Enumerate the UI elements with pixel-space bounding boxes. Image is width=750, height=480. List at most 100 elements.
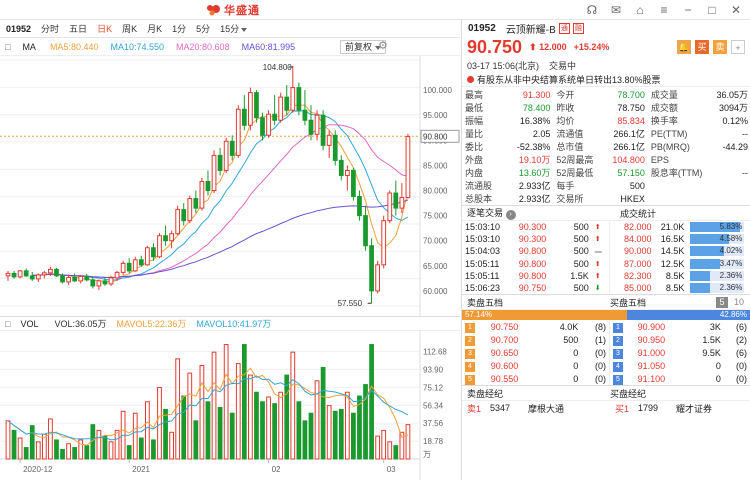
sell-level-row[interactable]: 4 90.600 0 (0) (462, 359, 610, 372)
volume-bar (132, 412, 138, 460)
candle-body (369, 245, 374, 292)
tab-5min[interactable]: 5分 (196, 24, 211, 34)
candle-body (151, 247, 156, 258)
sell-broker-id: 5347 (490, 403, 511, 414)
volume-bar (369, 344, 374, 460)
stat-bar: 4.02% (690, 246, 745, 257)
tab-weekly-k[interactable]: 周K (122, 24, 138, 34)
menu-icon[interactable]: ≡ (660, 3, 668, 17)
stat-row: 82.000 21.0K 5.83% (610, 221, 750, 233)
volume-bar (114, 429, 120, 460)
sell-level-row[interactable]: 3 90.650 0 (0) (462, 346, 610, 359)
quote-value: 91.300 (522, 89, 551, 100)
buy-button[interactable]: 买 (695, 40, 709, 54)
volume-bar (278, 391, 284, 460)
stat-volume: 8.5K (665, 270, 685, 281)
buy-level-badge: 3 (613, 348, 623, 359)
tab-timeshare[interactable]: 分时 (41, 24, 60, 34)
volume-chart[interactable]: 112.68 93.90 75.12 56.34 37.56 18.78 万 2020-12 2… (0, 331, 460, 480)
depth-10-toggle[interactable]: 10 (733, 297, 744, 308)
buy-broker-title: 买盘经纪 (610, 388, 647, 399)
quote-value: 78.400 (522, 102, 551, 113)
chart-settings-icon[interactable]: ⚙ (378, 40, 388, 52)
depth-5-toggle[interactable]: 5 (716, 297, 728, 309)
stat-bar-fill (690, 258, 721, 269)
tab-1min[interactable]: 1分 (172, 24, 187, 34)
tab-daily-k[interactable]: 日K (97, 24, 113, 34)
close-icon[interactable]: ✕ (730, 3, 742, 17)
quote-value: 36.05万 (716, 90, 748, 100)
buy-level-price: 91.050 (637, 360, 666, 371)
candle-body (163, 235, 168, 242)
tab-monthly-k[interactable]: 月K (147, 24, 163, 34)
stat-pct: 2.36% (719, 283, 743, 293)
sell-level-row[interactable]: 5 90.550 0 (0) (462, 372, 610, 385)
arrow-up-icon: ⬆ (594, 236, 601, 244)
shirt-icon[interactable]: ⌂ (636, 3, 644, 17)
volume-bar (11, 429, 17, 460)
vol-settings-icon[interactable]: □ (5, 318, 11, 329)
sell-level-row[interactable]: 2 90.700 500 (1) (462, 333, 610, 346)
minimize-icon[interactable]: − (684, 3, 692, 17)
adjust-select-label: 前复权 (345, 42, 373, 52)
quote-row: 振幅 16.38% 均价 85.834 换手率 0.12% (462, 114, 750, 127)
broker-header: 卖盘经纪 买盘经纪 (462, 385, 750, 402)
buy-broker-name[interactable]: 耀才证券 (676, 403, 713, 414)
trade-row: 15:05:11 90.800 500 ⬆ (462, 258, 610, 270)
candle-settings-icon[interactable]: □ (5, 41, 11, 52)
trade-price: 90.800 (518, 258, 547, 269)
sell-button[interactable]: 卖 (713, 40, 727, 54)
more-icon[interactable]: › (505, 210, 516, 220)
quote-label: 最高 (465, 90, 484, 100)
trades-table: 15:03:10 90.300 500 ⬆ 15:03:10 90.300 500 ⬆ 15:0… (462, 221, 610, 295)
adjust-select[interactable]: 前复权 (340, 40, 387, 54)
quote-row: 委比 -52.38% 总市值 266.1亿 PB(MRQ) -44.29 (462, 140, 750, 153)
candle-body (175, 209, 181, 235)
tab-five-day[interactable]: 五日 (69, 24, 88, 34)
margin-badge-icon: 融 (572, 22, 584, 34)
candle-body (266, 113, 271, 136)
buy-level-row[interactable]: 4 91.050 0 (0) (610, 359, 750, 372)
stat-bar-fill (690, 222, 740, 233)
quote-value: -- (742, 167, 748, 178)
high-label: 104.800 (263, 63, 292, 72)
vol-value: VOL:36.05万 (54, 319, 107, 329)
buy-level-row[interactable]: 5 91.100 0 (0) (610, 372, 750, 385)
add-icon[interactable]: + (731, 40, 745, 54)
volume-bar (54, 439, 59, 460)
mail-icon[interactable]: ✉ (610, 3, 622, 17)
candle-body (363, 215, 368, 247)
trades-and-stats: 15:03:10 90.300 500 ⬆ 15:03:10 90.300 500 ⬆ 15:0… (462, 221, 750, 295)
news-alert[interactable]: 有股东从非中央结算系统单日转出13.80%股票 (462, 73, 750, 87)
headset-icon[interactable]: ☊ (586, 3, 598, 17)
quote-code: 01952 (468, 22, 496, 34)
sell-broker-name[interactable]: 摩根大通 (528, 403, 565, 414)
candle-body (405, 136, 411, 199)
stat-bar-cell: 4.58% (687, 233, 750, 245)
volume-bar (29, 425, 35, 460)
sell-level-row[interactable]: 1 90.750 4.0K (8) (462, 320, 610, 333)
candle-body (357, 196, 362, 217)
buy-level-row[interactable]: 3 91.000 9.5K (6) (610, 346, 750, 359)
quote-label: 成交额 (650, 103, 678, 113)
tab-15min[interactable]: 15分 (220, 22, 248, 35)
sell-level-volume: 0 (573, 360, 579, 371)
alert-icon[interactable]: 🔔 (677, 40, 691, 54)
sell-level-price: 90.700 (490, 334, 519, 345)
quote-label: 52周最高 (556, 155, 594, 165)
candle-body (60, 275, 65, 283)
candle-body (381, 220, 387, 266)
ma60-line (32, 199, 409, 278)
maximize-icon[interactable]: □ (708, 3, 716, 17)
candlestick-chart[interactable]: 100.00095.00090.00085.00080.00075.00070.… (0, 56, 460, 316)
trade-price: 90.800 (518, 270, 547, 281)
candle-body (90, 279, 96, 287)
buy-level-row[interactable]: 2 90.950 1.5K (2) (610, 333, 750, 346)
volume-bar (199, 365, 205, 460)
y-tick-label: 100.000 (423, 86, 452, 95)
vol-unit-label: 万 (423, 450, 431, 459)
quote-label: 流通值 (556, 129, 584, 139)
quote-label (648, 192, 706, 205)
buy-level-orders: (2) (736, 334, 747, 345)
buy-level-row[interactable]: 1 90.900 3K (6) (610, 320, 750, 333)
